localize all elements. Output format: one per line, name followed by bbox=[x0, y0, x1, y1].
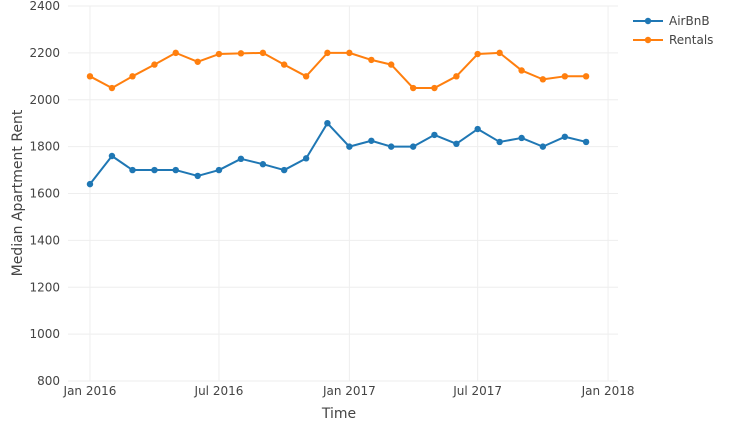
series-line bbox=[89, 51, 587, 90]
y-tick-label: 2200 bbox=[29, 46, 60, 60]
data-point[interactable] bbox=[302, 73, 310, 80]
data-point[interactable] bbox=[237, 155, 245, 163]
y-tick-label: 1800 bbox=[29, 140, 60, 154]
x-axis-ticks: Jan 2016 Jul 2016 Jan 2017 Jul 2017 Jan 2018 bbox=[63, 384, 635, 398]
data-point[interactable] bbox=[280, 166, 288, 174]
legend-swatch-marker bbox=[644, 36, 652, 44]
data-point[interactable] bbox=[324, 49, 331, 57]
data-point[interactable] bbox=[172, 166, 179, 174]
x-tick-label: Jul 2017 bbox=[452, 384, 502, 398]
x-axis-title: Time bbox=[321, 406, 356, 422]
data-point[interactable] bbox=[108, 152, 116, 160]
y-tick-label: 2000 bbox=[29, 93, 60, 107]
data-point[interactable] bbox=[387, 143, 395, 150]
data-point[interactable] bbox=[518, 67, 525, 74]
x-tick-label: Jan 2018 bbox=[581, 384, 635, 398]
x-tick-label: Jan 2016 bbox=[63, 384, 117, 398]
data-point[interactable] bbox=[108, 84, 116, 92]
data-point[interactable] bbox=[194, 172, 201, 180]
data-point[interactable] bbox=[129, 166, 136, 174]
data-point[interactable] bbox=[518, 134, 525, 142]
legend-swatch-marker bbox=[644, 17, 652, 25]
y-tick-label: 1000 bbox=[29, 327, 60, 341]
data-point[interactable] bbox=[474, 50, 481, 58]
data-point[interactable] bbox=[194, 58, 201, 65]
data-point[interactable] bbox=[215, 50, 223, 58]
data-point[interactable] bbox=[582, 73, 590, 80]
legend-item-rentals[interactable]: Rentals bbox=[633, 33, 713, 47]
data-point[interactable] bbox=[86, 73, 94, 80]
series-group bbox=[86, 49, 590, 188]
data-point[interactable] bbox=[409, 84, 417, 92]
data-point[interactable] bbox=[582, 138, 590, 146]
y-tick-label: 1400 bbox=[29, 233, 60, 247]
data-point[interactable] bbox=[151, 61, 158, 68]
legend-label: Rentals bbox=[669, 33, 713, 47]
y-axis-ticks: 800 1000 1200 1400 1600 1800 2000 2200 2400 bbox=[29, 0, 60, 388]
data-point[interactable] bbox=[86, 180, 94, 188]
series-rentals bbox=[86, 49, 590, 92]
data-point[interactable] bbox=[431, 84, 438, 92]
y-tick-label: 1600 bbox=[29, 187, 60, 201]
data-point[interactable] bbox=[387, 61, 395, 68]
series-airbnb bbox=[86, 119, 590, 188]
y-tick-label: 800 bbox=[37, 374, 60, 388]
data-point[interactable] bbox=[259, 161, 267, 168]
data-point[interactable] bbox=[539, 143, 547, 150]
legend-label: AirBnB bbox=[669, 14, 710, 28]
data-point[interactable] bbox=[431, 131, 438, 139]
data-point[interactable] bbox=[368, 56, 375, 64]
data-point[interactable] bbox=[453, 140, 460, 148]
data-point[interactable] bbox=[151, 166, 158, 174]
y-tick-label: 1200 bbox=[29, 280, 60, 294]
data-point[interactable] bbox=[496, 138, 503, 146]
data-point[interactable] bbox=[539, 76, 547, 83]
data-point[interactable] bbox=[496, 49, 503, 57]
data-point[interactable] bbox=[346, 49, 353, 57]
x-tick-label: Jan 2017 bbox=[322, 384, 376, 398]
series-line bbox=[89, 122, 587, 185]
data-point[interactable] bbox=[324, 119, 331, 127]
data-point[interactable] bbox=[302, 155, 310, 162]
data-point[interactable] bbox=[215, 166, 223, 174]
y-axis-title: Median Apartment Rent bbox=[10, 109, 26, 276]
data-point[interactable] bbox=[561, 133, 569, 140]
data-point[interactable] bbox=[346, 143, 353, 150]
data-point[interactable] bbox=[259, 49, 267, 57]
data-point[interactable] bbox=[368, 137, 375, 144]
data-point[interactable] bbox=[453, 73, 460, 80]
data-point[interactable] bbox=[172, 49, 179, 57]
gridlines bbox=[68, 5, 618, 382]
data-point[interactable] bbox=[474, 125, 481, 133]
x-tick-label: Jul 2016 bbox=[194, 384, 244, 398]
data-point[interactable] bbox=[237, 50, 245, 57]
legend[interactable]: AirBnB Rentals bbox=[633, 14, 713, 47]
data-point[interactable] bbox=[129, 73, 136, 80]
legend-item-airbnb[interactable]: AirBnB bbox=[633, 14, 710, 28]
y-tick-label: 2400 bbox=[29, 0, 60, 13]
data-point[interactable] bbox=[409, 143, 417, 150]
data-point[interactable] bbox=[280, 61, 288, 68]
data-point[interactable] bbox=[561, 73, 569, 80]
